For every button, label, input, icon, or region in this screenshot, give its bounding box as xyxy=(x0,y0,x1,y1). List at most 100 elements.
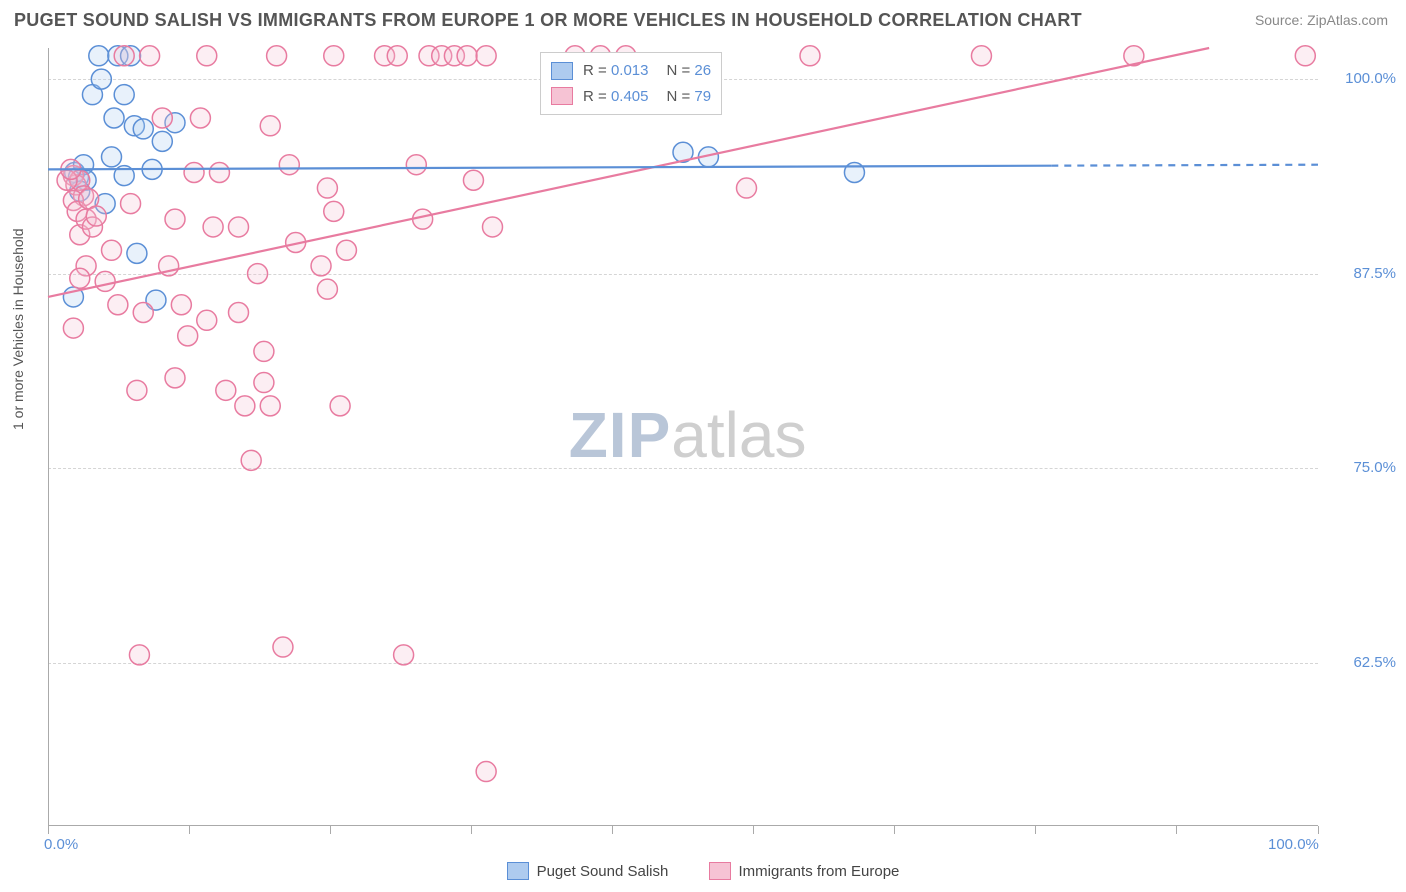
scatter-point xyxy=(229,303,249,323)
scatter-point xyxy=(971,46,991,66)
r-value: 0.405 xyxy=(611,88,649,105)
scatter-point xyxy=(254,341,274,361)
x-tick-mark xyxy=(471,826,472,834)
scatter-point xyxy=(406,155,426,175)
legend-item-series-a: Puget Sound Salish xyxy=(507,862,669,880)
y-tick-label: 75.0% xyxy=(1326,459,1396,476)
scatter-point xyxy=(235,396,255,416)
scatter-plot-svg xyxy=(48,48,1318,826)
source-label: Source: xyxy=(1255,12,1307,28)
legend-label-a: Puget Sound Salish xyxy=(537,863,669,880)
scatter-point xyxy=(336,240,356,260)
scatter-point xyxy=(260,396,280,416)
scatter-point xyxy=(184,162,204,182)
legend-swatch xyxy=(551,87,573,105)
scatter-point xyxy=(133,303,153,323)
x-tick-mark xyxy=(1318,826,1319,834)
scatter-point xyxy=(387,46,407,66)
scatter-point xyxy=(260,116,280,136)
x-tick-mark xyxy=(189,826,190,834)
scatter-point xyxy=(102,147,122,167)
scatter-point xyxy=(209,162,229,182)
scatter-point xyxy=(317,279,337,299)
x-tick-mark xyxy=(753,826,754,834)
scatter-point xyxy=(197,46,217,66)
legend-row: R = 0.405 N = 79 xyxy=(551,84,711,110)
x-tick-mark xyxy=(330,826,331,834)
scatter-point xyxy=(91,69,111,89)
trend-line-extrap xyxy=(1051,165,1318,166)
correlation-legend: R = 0.013 N = 26 R = 0.405 N = 79 xyxy=(540,52,722,115)
x-tick-mark xyxy=(612,826,613,834)
scatter-point xyxy=(127,243,147,263)
y-tick-label: 100.0% xyxy=(1326,70,1396,87)
scatter-point xyxy=(89,46,109,66)
x-tick-mark xyxy=(48,826,49,834)
scatter-point xyxy=(216,380,236,400)
scatter-point xyxy=(121,194,141,214)
chart-title: PUGET SOUND SALISH VS IMMIGRANTS FROM EU… xyxy=(14,10,1082,31)
scatter-point xyxy=(86,206,106,226)
scatter-point xyxy=(171,295,191,315)
n-value: 79 xyxy=(694,88,711,105)
scatter-point xyxy=(483,217,503,237)
scatter-point xyxy=(102,240,122,260)
n-label: N = 79 xyxy=(666,84,711,110)
n-value: 26 xyxy=(694,62,711,79)
scatter-point xyxy=(104,108,124,128)
scatter-point xyxy=(279,155,299,175)
r-label: R = 0.013 xyxy=(583,58,648,84)
n-label: N = 26 xyxy=(666,58,711,84)
y-tick-label: 87.5% xyxy=(1326,265,1396,282)
scatter-point xyxy=(241,450,261,470)
scatter-point xyxy=(394,645,414,665)
scatter-point xyxy=(108,295,128,315)
scatter-point xyxy=(324,201,344,221)
legend-swatch xyxy=(551,62,573,80)
scatter-point xyxy=(140,46,160,66)
scatter-point xyxy=(152,131,172,151)
scatter-point xyxy=(190,108,210,128)
series-legend: Puget Sound Salish Immigrants from Europ… xyxy=(0,862,1406,884)
scatter-point xyxy=(737,178,757,198)
scatter-point xyxy=(267,46,287,66)
legend-swatch-a xyxy=(507,862,529,880)
scatter-point xyxy=(63,318,83,338)
scatter-point xyxy=(229,217,249,237)
x-tick-label: 0.0% xyxy=(44,836,78,853)
source-value: ZipAtlas.com xyxy=(1307,12,1388,28)
scatter-point xyxy=(114,46,134,66)
scatter-point xyxy=(330,396,350,416)
scatter-point xyxy=(463,170,483,190)
scatter-point xyxy=(133,119,153,139)
x-tick-mark xyxy=(1035,826,1036,834)
scatter-point xyxy=(95,271,115,291)
scatter-point xyxy=(129,645,149,665)
legend-item-series-b: Immigrants from Europe xyxy=(709,862,900,880)
scatter-point xyxy=(178,326,198,346)
scatter-point xyxy=(457,46,477,66)
scatter-point xyxy=(127,380,147,400)
scatter-point xyxy=(248,264,268,284)
x-tick-mark xyxy=(894,826,895,834)
scatter-point xyxy=(203,217,223,237)
scatter-point xyxy=(476,46,496,66)
scatter-point xyxy=(317,178,337,198)
y-axis-label: 1 or more Vehicles in Household xyxy=(10,228,26,430)
scatter-point xyxy=(152,108,172,128)
scatter-point xyxy=(1295,46,1315,66)
scatter-point xyxy=(165,368,185,388)
legend-label-b: Immigrants from Europe xyxy=(739,863,900,880)
r-value: 0.013 xyxy=(611,62,649,79)
y-tick-label: 62.5% xyxy=(1326,654,1396,671)
legend-row: R = 0.013 N = 26 xyxy=(551,58,711,84)
scatter-point xyxy=(476,762,496,782)
source-citation: Source: ZipAtlas.com xyxy=(1255,12,1388,28)
r-label: R = 0.405 xyxy=(583,84,648,110)
x-tick-mark xyxy=(1176,826,1177,834)
scatter-point xyxy=(311,256,331,276)
scatter-point xyxy=(165,209,185,229)
x-tick-label: 100.0% xyxy=(1268,836,1319,853)
scatter-point xyxy=(254,373,274,393)
scatter-point xyxy=(273,637,293,657)
